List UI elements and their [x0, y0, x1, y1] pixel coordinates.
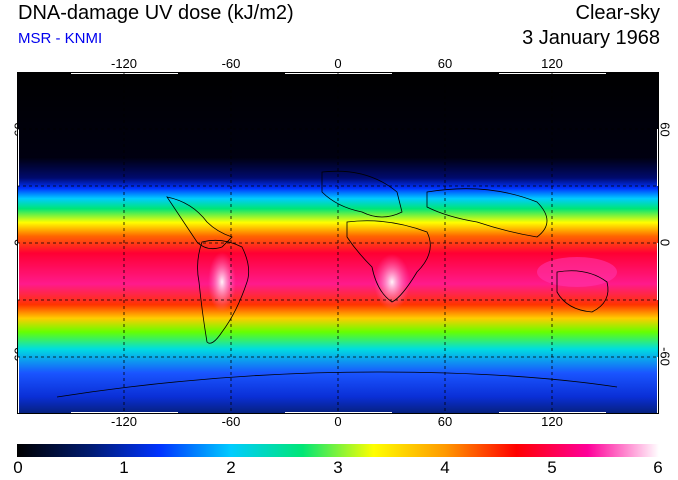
lat-tick-right: 60 — [657, 122, 673, 137]
colorbar-label: 1 — [119, 458, 129, 477]
map-title: DNA-damage UV dose (kJ/m2) — [18, 2, 294, 24]
date-label: 3 January 1968 — [522, 27, 660, 49]
lon-tick-top: 120 — [541, 56, 563, 71]
colorbar — [17, 444, 659, 457]
colorbar-label: 4 — [440, 458, 450, 477]
lon-tick-bottom: -60 — [221, 414, 241, 429]
lon-tick-bottom: 120 — [541, 414, 563, 429]
colorbar-label: 5 — [547, 458, 557, 477]
lon-tick-bottom: 0 — [334, 414, 342, 429]
source-label: MSR - KNMI — [18, 30, 103, 47]
lon-tick-top: 60 — [437, 56, 453, 71]
lon-tick-bottom: -120 — [110, 414, 138, 429]
lon-tick-bottom: 60 — [437, 414, 453, 429]
lat-tick-right: 0 — [657, 238, 673, 247]
colorbar-label: 0 — [13, 458, 23, 477]
colorbar-label: 3 — [333, 458, 343, 477]
lon-tick-top: -60 — [221, 56, 241, 71]
colorbar-label: 2 — [226, 458, 236, 477]
uv-dose-map — [17, 72, 659, 414]
lat-tick-right: -60 — [657, 347, 673, 366]
lon-tick-top: -120 — [110, 56, 138, 71]
product-label: Clear-sky — [575, 2, 660, 24]
lon-tick-top: 0 — [334, 56, 342, 71]
colorbar-label: 6 — [653, 458, 663, 477]
